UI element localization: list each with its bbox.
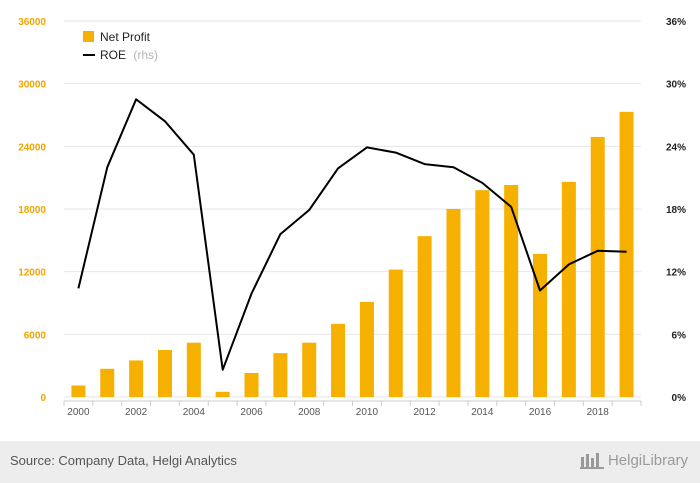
bar-net-profit-2007 <box>273 353 288 397</box>
library-icon <box>579 453 604 469</box>
y-left-tick-label: 18000 <box>18 205 46 216</box>
y-right-tick-label: 12% <box>666 268 686 279</box>
x-tick-label: 2000 <box>67 407 90 418</box>
bar-net-profit-2001 <box>100 368 115 397</box>
x-tick-label: 2004 <box>183 407 206 418</box>
bar-net-profit-2012 <box>417 236 432 397</box>
legend-swatch-net-profit <box>83 31 94 42</box>
bar-net-profit-2003 <box>157 350 172 397</box>
footer: Source: Company Data, Helgi Analytics He… <box>0 441 700 483</box>
y-right-tick-label: 18% <box>666 205 686 216</box>
brand-name: HelgiLibrary <box>607 451 688 469</box>
x-tick-label: 2016 <box>529 407 552 418</box>
x-tick-label: 2012 <box>414 407 437 418</box>
y-left-tick-label: 36000 <box>18 17 46 28</box>
y-left-tick-label: 24000 <box>18 142 46 153</box>
bar-net-profit-2013 <box>446 209 461 397</box>
x-tick-label: 2008 <box>298 407 321 418</box>
x-tick-label: 2014 <box>471 407 494 418</box>
y-axis-left: 0 6000 12000 18000 24000 30000 36000 <box>18 17 46 404</box>
x-tick-label: 2010 <box>356 407 379 418</box>
x-tick-label: 2002 <box>125 407 148 418</box>
source-note: Source: Company Data, Helgi Analytics <box>10 453 237 468</box>
y-right-tick-label: 6% <box>672 330 687 341</box>
bar-net-profit-2000 <box>71 385 86 397</box>
y-right-tick-label: 24% <box>666 142 686 153</box>
y-left-tick-label: 12000 <box>18 268 46 279</box>
bar-net-profit-2009 <box>331 323 346 397</box>
bar-net-profit-2008 <box>302 342 317 397</box>
legend-label-roe-suffix: (rhs) <box>133 48 158 62</box>
bar-net-profit-2005 <box>215 391 230 397</box>
legend-label-roe: ROE (rhs) <box>100 48 158 62</box>
x-axis: 2000 2002 2004 2006 2008 2010 2012 2014 2016 2018 <box>63 400 642 418</box>
bar-net-profit-2016 <box>533 253 548 397</box>
bar-net-profit-2015 <box>504 184 519 397</box>
chart: 0 6000 12000 18000 24000 30000 36000 0% 6% 12% 18… <box>18 17 686 418</box>
bar-net-profit-2004 <box>186 342 201 397</box>
bar-net-profit-2006 <box>244 372 259 397</box>
brand-logo[interactable]: HelgiLibrary <box>579 451 688 469</box>
bar-net-profit-2010 <box>359 301 374 397</box>
bar-net-profit-2019 <box>619 111 634 397</box>
y-left-tick-label: 6000 <box>24 330 47 341</box>
bar-net-profit-2014 <box>475 190 490 397</box>
y-left-tick-label: 0 <box>40 393 46 404</box>
y-right-tick-label: 36% <box>666 17 686 28</box>
gridlines <box>64 20 641 398</box>
legend-label-roe-name: ROE <box>100 48 126 62</box>
bars-net-profit <box>71 111 634 397</box>
bar-net-profit-2017 <box>561 181 576 397</box>
legend-label-net-profit: Net Profit <box>100 30 151 44</box>
bar-net-profit-2002 <box>129 360 144 397</box>
line-roe <box>77 98 627 371</box>
bar-net-profit-2011 <box>388 269 403 397</box>
y-right-tick-label: 0% <box>672 393 687 404</box>
y-right-tick-label: 30% <box>666 80 686 91</box>
bar-net-profit-2018 <box>590 136 605 397</box>
legend: Net Profit ROE (rhs) <box>83 30 158 62</box>
x-tick-label: 2018 <box>587 407 610 418</box>
y-axis-right: 0% 6% 12% 18% 24% 30% 36% <box>666 17 686 404</box>
x-tick-label: 2006 <box>240 407 263 418</box>
y-left-tick-label: 30000 <box>18 80 46 91</box>
